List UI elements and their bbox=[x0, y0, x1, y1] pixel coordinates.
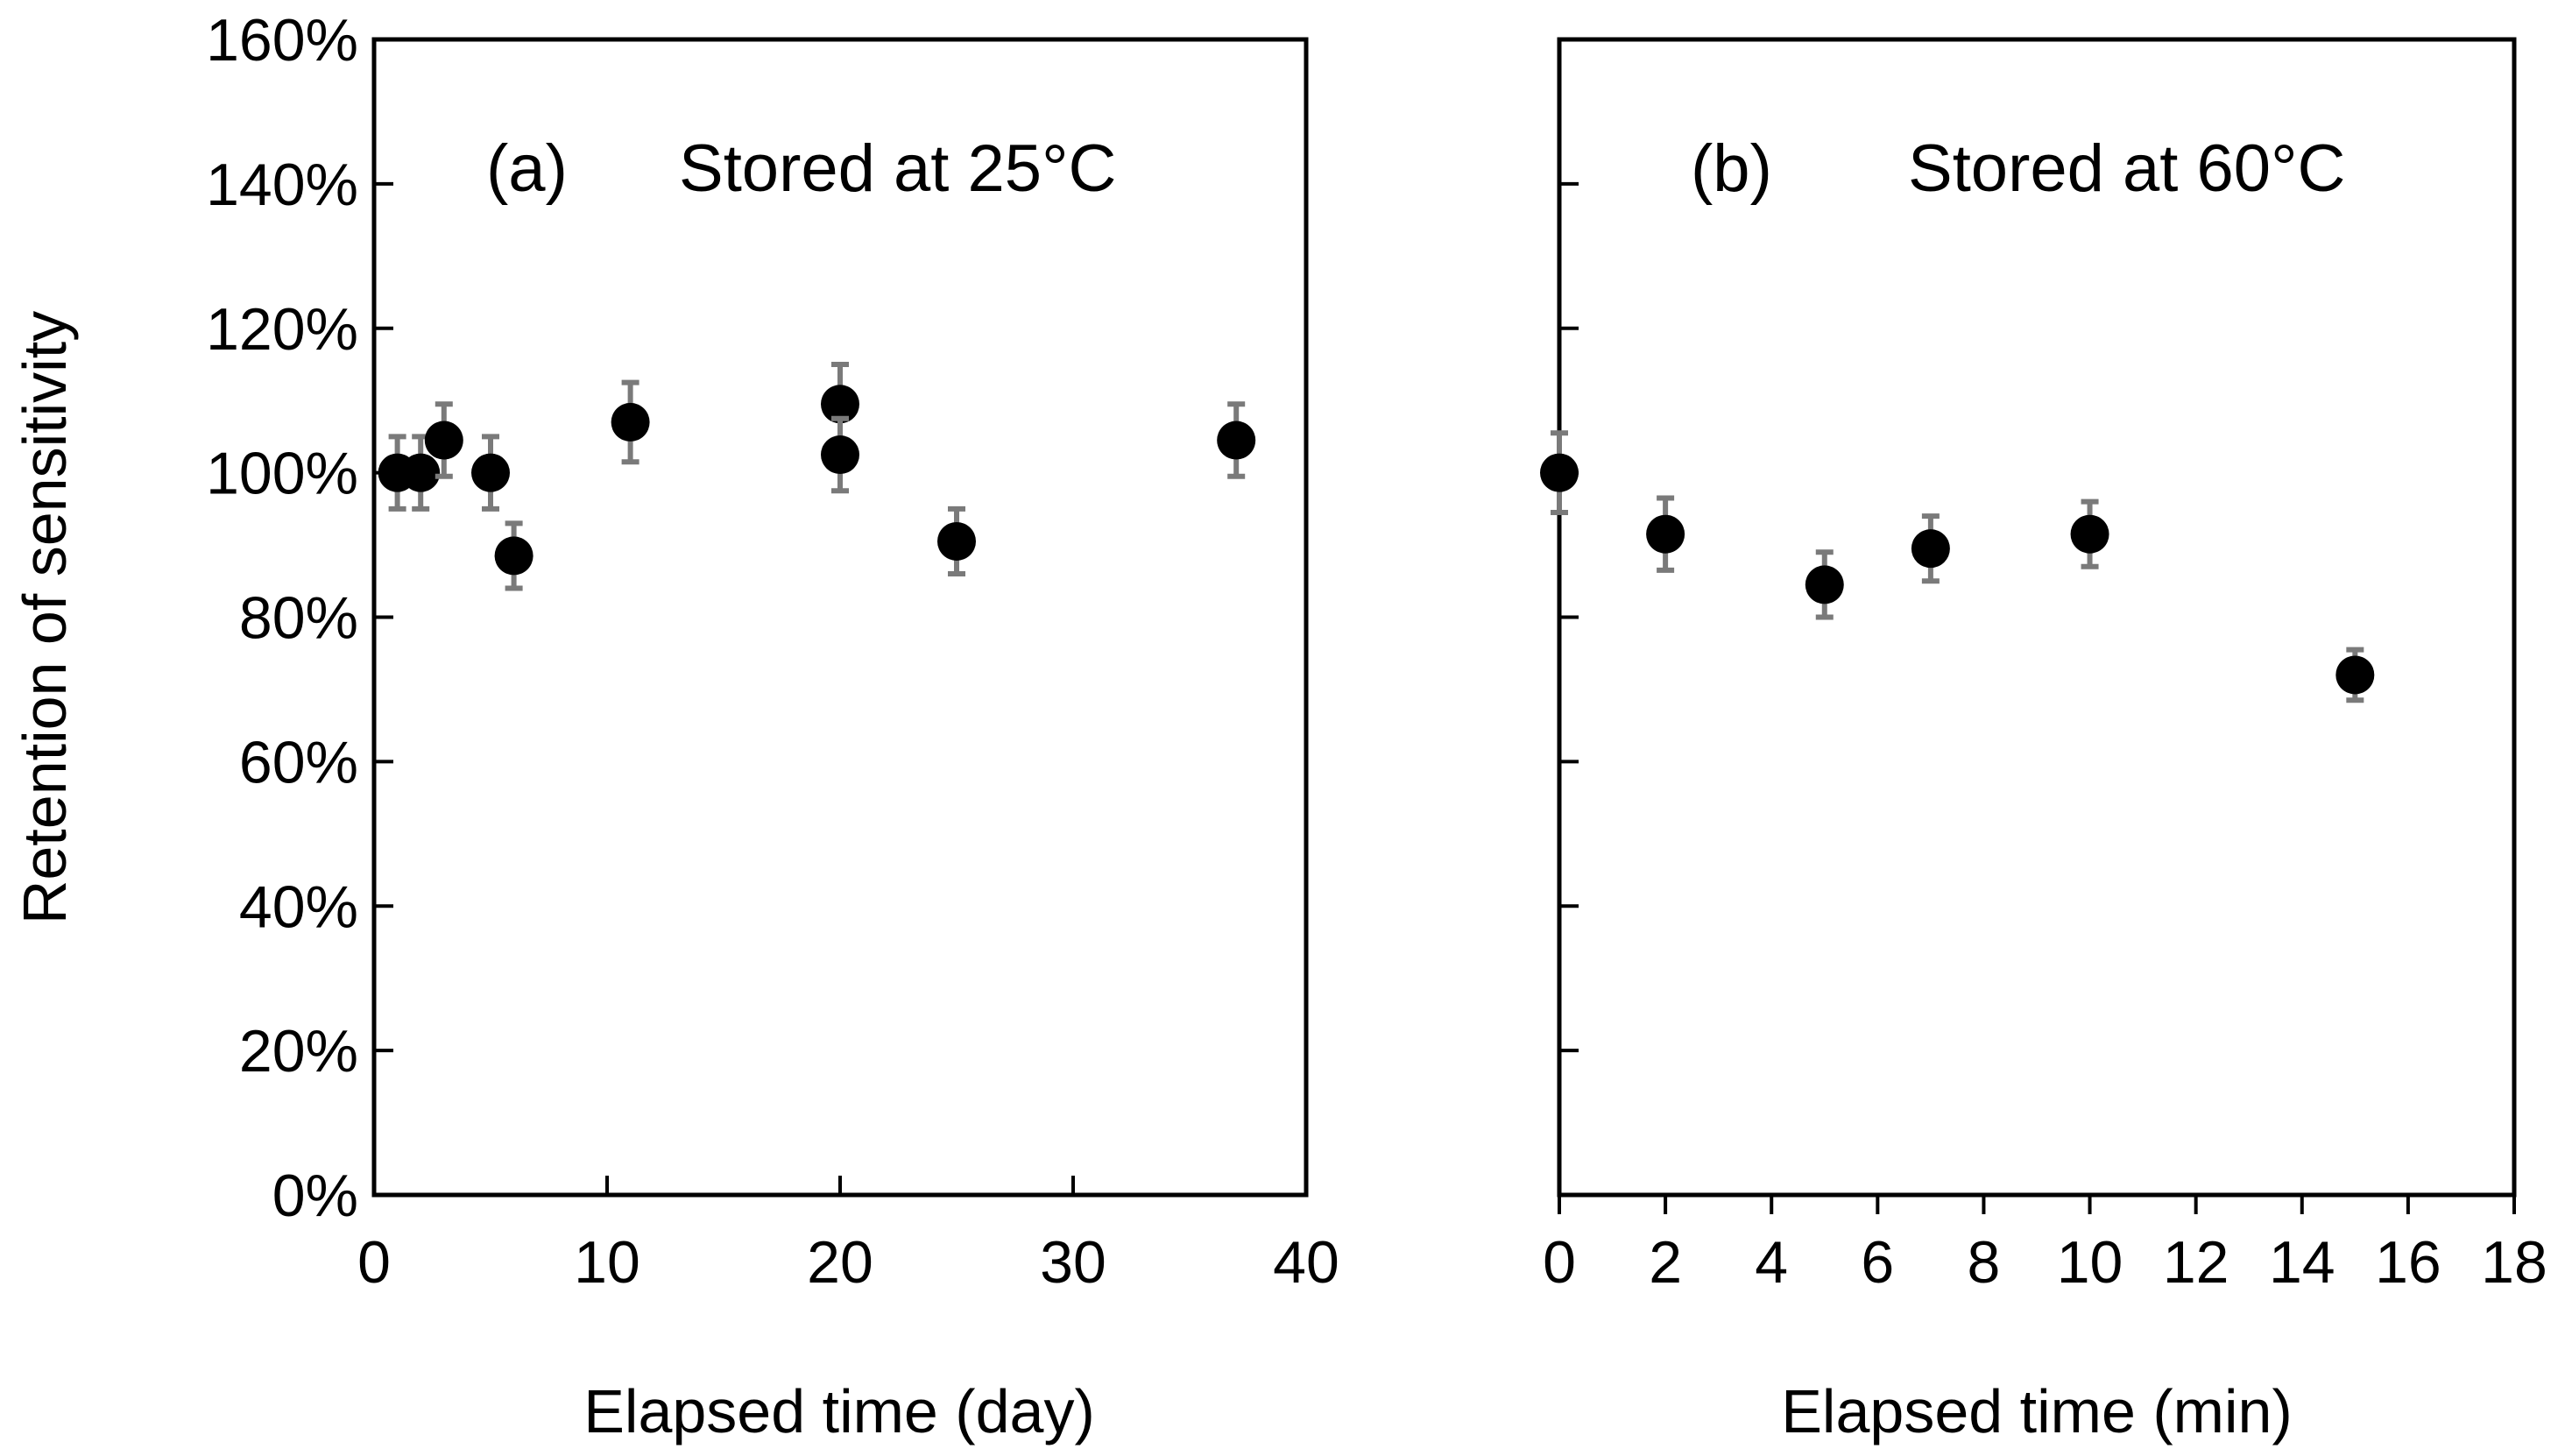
panel-a-x-tick-label: 0 bbox=[357, 1229, 391, 1296]
panel-a-title: Stored at 25°C bbox=[679, 131, 1116, 206]
panel-a-x-axis-title: Elapsed time (day) bbox=[583, 1377, 1095, 1445]
panel-a-y-tick-label: 40% bbox=[239, 873, 358, 940]
panel-a-label: (a) bbox=[486, 131, 568, 206]
panel-a-points bbox=[378, 361, 1256, 591]
panel-a-y-tick-label: 20% bbox=[239, 1018, 358, 1085]
panel-a-ticks bbox=[372, 38, 1308, 1197]
data-point bbox=[821, 415, 859, 494]
panel-b-points bbox=[1540, 430, 2375, 703]
data-point bbox=[611, 379, 650, 465]
data-point bbox=[1646, 495, 1685, 573]
data-point bbox=[494, 520, 533, 591]
marker bbox=[2070, 514, 2109, 554]
marker bbox=[401, 453, 441, 492]
marker bbox=[1217, 421, 1256, 460]
panel-b-x-tick-label: 14 bbox=[2269, 1229, 2335, 1296]
panel-b-x-tick-labels: 0 2 4 6 8 10 12 14 16 18 bbox=[1543, 1229, 2547, 1296]
panel-a-frame bbox=[371, 37, 1309, 1198]
data-point bbox=[1805, 549, 1844, 620]
panel-b-x-tick-label: 8 bbox=[1968, 1229, 2001, 1296]
panel-b-x-tick-label: 12 bbox=[2163, 1229, 2229, 1296]
data-point bbox=[2335, 647, 2375, 703]
marker bbox=[1805, 565, 1844, 604]
panel-a-x-tick-label: 30 bbox=[1040, 1229, 1106, 1296]
marker bbox=[821, 435, 859, 475]
panel-b-x-tick-label: 0 bbox=[1543, 1229, 1576, 1296]
marker bbox=[937, 521, 976, 561]
panel-a-y-tick-label: 120% bbox=[206, 296, 358, 363]
marker bbox=[821, 385, 859, 424]
data-point bbox=[424, 401, 463, 479]
marker bbox=[611, 402, 650, 442]
marker bbox=[471, 453, 510, 492]
panel-b-x-tick-label: 4 bbox=[1755, 1229, 1788, 1296]
panel-a-y-tick-label: 140% bbox=[206, 152, 358, 218]
y-axis-title: Retention of sensitivity bbox=[11, 311, 79, 924]
marker bbox=[2335, 655, 2375, 695]
data-point bbox=[937, 505, 976, 577]
panel-b-ticks bbox=[1558, 38, 2516, 1214]
panel-b-x-tick-label: 18 bbox=[2481, 1229, 2547, 1296]
panel-a-y-tick-label: 160% bbox=[206, 7, 358, 74]
panel-b-title: Stored at 60°C bbox=[1908, 131, 2345, 206]
data-point bbox=[1540, 430, 1579, 515]
data-point bbox=[2070, 498, 2109, 569]
marker bbox=[1911, 529, 1950, 569]
panel-b-x-tick-label: 16 bbox=[2375, 1229, 2441, 1296]
data-point bbox=[1217, 401, 1256, 479]
panel-b-x-tick-label: 10 bbox=[2057, 1229, 2123, 1296]
panel-b-x-tick-label: 2 bbox=[1649, 1229, 1682, 1296]
marker bbox=[1646, 514, 1685, 554]
marker bbox=[1540, 453, 1579, 492]
panel-b-label: (b) bbox=[1691, 131, 1772, 206]
panel-a-y-tick-label: 100% bbox=[206, 441, 358, 507]
data-point bbox=[471, 434, 510, 512]
panel-b-frame bbox=[1557, 37, 2517, 1198]
marker bbox=[494, 536, 533, 576]
panel-b-x-tick-label: 6 bbox=[1861, 1229, 1894, 1296]
panel-a-x-tick-label: 40 bbox=[1273, 1229, 1339, 1296]
panel-a-y-tick-labels: 0% 20% 40% 60% 80% 100% 120% 140% 160% bbox=[206, 7, 358, 1229]
panel-a-x-tick-labels: 0 10 20 30 40 bbox=[357, 1229, 1339, 1296]
panel-b: 0 2 4 6 8 10 12 14 16 18 (b) Stored at 60°C Elaps… bbox=[1540, 37, 2547, 1445]
panel-a: 0 10 20 30 40 0% 20% 40% 60% 80% 100% 120% 140% 160%… bbox=[206, 7, 1339, 1445]
panel-b-x-axis-title: Elapsed time (min) bbox=[1781, 1377, 2293, 1445]
panel-a-y-tick-label: 0% bbox=[272, 1163, 358, 1229]
marker bbox=[424, 421, 463, 460]
panel-a-x-tick-label: 20 bbox=[807, 1229, 873, 1296]
data-point bbox=[1911, 513, 1950, 584]
panel-a-y-tick-label: 80% bbox=[239, 585, 358, 652]
panel-a-x-tick-label: 10 bbox=[574, 1229, 640, 1296]
panel-a-y-tick-label: 60% bbox=[239, 729, 358, 795]
